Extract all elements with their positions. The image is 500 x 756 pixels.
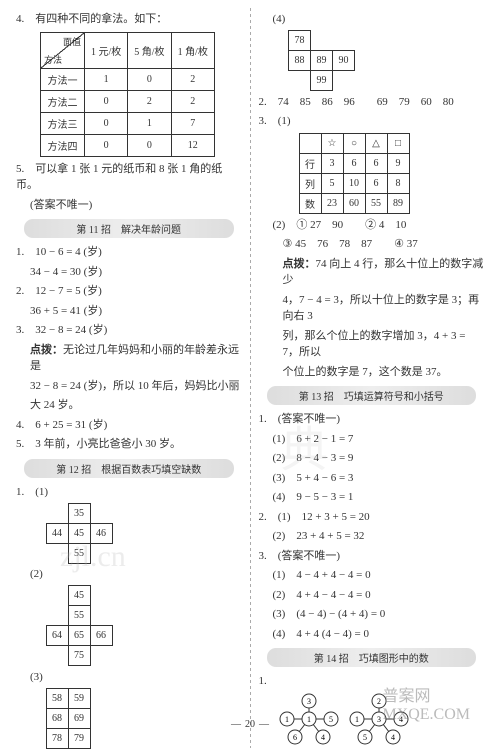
a5: 5. 3 年前，小亮比爸爸小 30 岁。 bbox=[16, 436, 242, 453]
left-column: 4. 有四种不同的拿法。如下： 面值方法 1 元/枚5 角/枚1 角/枚 方法一… bbox=[10, 8, 248, 748]
q5: 5. 可以拿 1 张 1 元的纸币和 8 张 1 角的纸币。 bbox=[16, 161, 242, 194]
section-11: 第 11 招 解决年龄问题 bbox=[24, 219, 234, 238]
g2-label: (2) bbox=[30, 566, 242, 583]
a4: 4. 6 + 25 = 31 (岁) bbox=[16, 417, 242, 434]
b3: 3. (答案不唯一) bbox=[259, 548, 485, 565]
c1: 1. bbox=[259, 673, 485, 690]
q3-label: 3. (1) bbox=[259, 113, 485, 130]
svg-text:5: 5 bbox=[363, 733, 367, 742]
q3b: (2) ① 27 90 ② 4 10 bbox=[273, 217, 485, 234]
a3: 3. 32 − 8 = 24 (岁) bbox=[16, 322, 242, 339]
g4-label: (4) bbox=[273, 11, 485, 28]
grid-4: 78 888990 99 bbox=[289, 31, 355, 91]
svg-text:3: 3 bbox=[307, 697, 311, 706]
svg-text:6: 6 bbox=[293, 733, 297, 742]
method-table: 面值方法 1 元/枚5 角/枚1 角/枚 方法一102 方法二022 方法三01… bbox=[40, 32, 215, 157]
page-number: 20 bbox=[0, 719, 500, 730]
q4: 4. 有四种不同的拿法。如下： bbox=[16, 11, 242, 28]
grid-1: 35 444546 55 bbox=[46, 503, 112, 563]
svg-text:4: 4 bbox=[321, 733, 325, 742]
a1: 1. 10 − 6 = 4 (岁) bbox=[16, 244, 242, 261]
g3-label: (3) bbox=[30, 669, 242, 686]
b1: 1. (答案不唯一) bbox=[259, 411, 485, 428]
q5-note: (答案不唯一) bbox=[30, 197, 242, 214]
grid-3: 5859 6869 7879 bbox=[46, 688, 90, 748]
hundreds-table: ☆○△□ 行3669 列51068 数23605589 bbox=[299, 133, 410, 214]
column-divider bbox=[250, 8, 251, 748]
section-14: 第 14 招 巧填图形中的数 bbox=[267, 648, 477, 667]
b2: 2. (1) 12 + 3 + 5 = 20 bbox=[259, 509, 485, 526]
svg-text:4: 4 bbox=[391, 733, 395, 742]
right-column: (4) 78 888990 99 2. 74 85 86 96 69 79 60… bbox=[253, 8, 491, 748]
q2: 2. 74 85 86 96 69 79 60 80 bbox=[259, 94, 485, 111]
section-12: 第 12 招 根据百数表巧填空缺数 bbox=[24, 459, 234, 478]
g1-label: 1. (1) bbox=[16, 484, 242, 501]
a2: 2. 12 − 7 = 5 (岁) bbox=[16, 283, 242, 300]
svg-text:2: 2 bbox=[377, 697, 381, 706]
grid-2: 45 55 646566 75 bbox=[46, 586, 112, 666]
section-13: 第 13 招 巧填运算符号和小括号 bbox=[267, 386, 477, 405]
